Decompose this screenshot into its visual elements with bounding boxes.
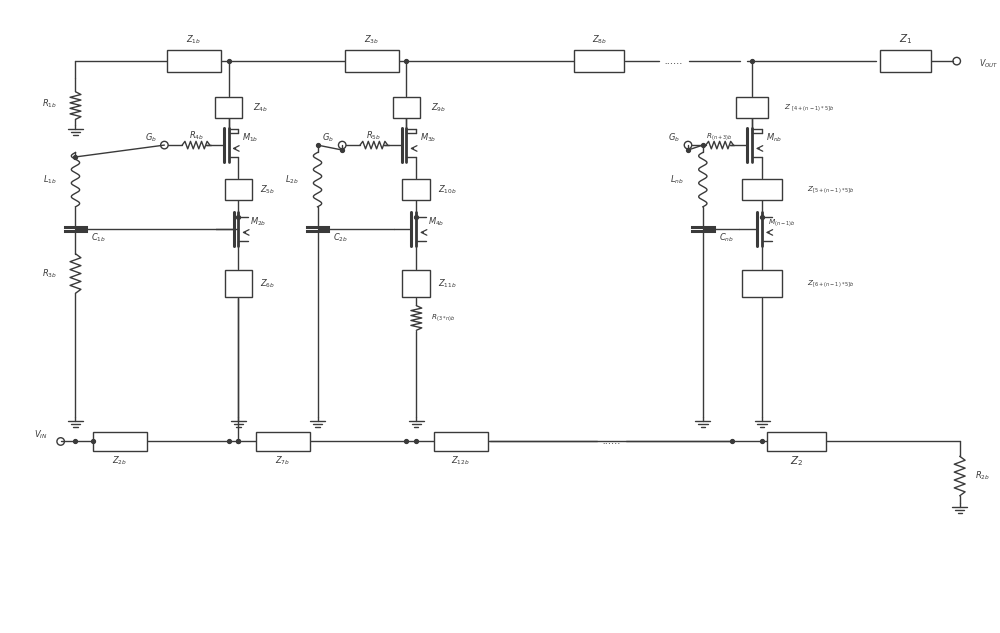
Bar xyxy=(225,179,252,201)
Text: $Z_{5b}$: $Z_{5b}$ xyxy=(260,184,275,196)
Bar xyxy=(215,97,242,118)
Bar xyxy=(402,179,430,201)
Text: $C_{nb}$: $C_{nb}$ xyxy=(719,232,734,244)
Text: $Z_{[5+(n-1)*5]b}$: $Z_{[5+(n-1)*5]b}$ xyxy=(807,184,854,195)
Text: $Z_{7b}$: $Z_{7b}$ xyxy=(275,455,291,468)
Text: $R_{3b}$: $R_{3b}$ xyxy=(42,267,57,280)
Bar xyxy=(256,432,310,451)
Text: $Z_{1b}$: $Z_{1b}$ xyxy=(186,33,202,46)
Text: $Z_{9b}$: $Z_{9b}$ xyxy=(431,101,446,114)
Text: $M_{1b}$: $M_{1b}$ xyxy=(242,132,259,144)
Text: $R_{(3*n)b}$: $R_{(3*n)b}$ xyxy=(431,313,456,323)
Text: ......: ...... xyxy=(602,436,621,446)
Text: $G_b$: $G_b$ xyxy=(668,132,680,144)
Text: $M_{2b}$: $M_{2b}$ xyxy=(250,216,266,229)
Bar xyxy=(574,50,624,72)
Bar xyxy=(767,432,826,451)
Text: $R_{(n+3)b}$: $R_{(n+3)b}$ xyxy=(706,131,733,142)
Text: $M_{4b}$: $M_{4b}$ xyxy=(428,216,444,229)
Text: $R_{4b}$: $R_{4b}$ xyxy=(189,130,204,142)
Text: $G_b$: $G_b$ xyxy=(145,132,156,144)
Text: $R_{5b}$: $R_{5b}$ xyxy=(366,130,381,142)
Bar xyxy=(736,97,768,118)
Text: $Z_{[6+(n-1)*5]b}$: $Z_{[6+(n-1)*5]b}$ xyxy=(807,278,854,289)
Text: $Z_{12b}$: $Z_{12b}$ xyxy=(451,455,470,468)
Text: $R_{2b}$: $R_{2b}$ xyxy=(975,470,990,482)
Text: $Z_{6b}$: $Z_{6b}$ xyxy=(260,277,275,290)
Bar xyxy=(742,179,782,201)
Text: $M_{nb}$: $M_{nb}$ xyxy=(766,132,782,144)
Text: $M_{3b}$: $M_{3b}$ xyxy=(420,132,436,144)
Text: $L_{1b}$: $L_{1b}$ xyxy=(43,173,57,186)
Bar xyxy=(345,50,399,72)
Text: $L_{nb}$: $L_{nb}$ xyxy=(670,173,684,186)
Bar xyxy=(742,270,782,298)
Text: $G_b$: $G_b$ xyxy=(322,132,334,144)
Bar xyxy=(225,270,252,298)
Bar xyxy=(880,50,931,72)
Text: $C_{1b}$: $C_{1b}$ xyxy=(91,232,106,244)
Text: $M_{(n-1)b}$: $M_{(n-1)b}$ xyxy=(768,216,796,227)
Bar xyxy=(93,432,147,451)
Bar xyxy=(434,432,488,451)
Text: $Z_{11b}$: $Z_{11b}$ xyxy=(438,277,457,290)
Text: $Z_{10b}$: $Z_{10b}$ xyxy=(438,184,457,196)
Bar xyxy=(167,50,221,72)
Text: $L_{2b}$: $L_{2b}$ xyxy=(285,173,299,186)
Text: $Z_2$: $Z_2$ xyxy=(790,454,803,468)
Text: $Z_{2b}$: $Z_{2b}$ xyxy=(112,455,127,468)
Text: $Z_{8b}$: $Z_{8b}$ xyxy=(592,33,607,46)
Text: $V_{IN}$: $V_{IN}$ xyxy=(34,429,48,441)
Bar xyxy=(393,97,420,118)
Text: $Z\ _{[4+(n-1)*5]b}$: $Z\ _{[4+(n-1)*5]b}$ xyxy=(784,102,834,113)
Text: ......: ...... xyxy=(664,56,683,66)
Text: $Z_1$: $Z_1$ xyxy=(899,32,912,46)
Text: $Z_{4b}$: $Z_{4b}$ xyxy=(253,101,268,114)
Text: $C_{2b}$: $C_{2b}$ xyxy=(333,232,348,244)
Text: $V_{OUT}$: $V_{OUT}$ xyxy=(979,58,999,70)
Text: $R_{1b}$: $R_{1b}$ xyxy=(42,97,57,110)
Bar xyxy=(402,270,430,298)
Text: $Z_{3b}$: $Z_{3b}$ xyxy=(364,33,379,46)
